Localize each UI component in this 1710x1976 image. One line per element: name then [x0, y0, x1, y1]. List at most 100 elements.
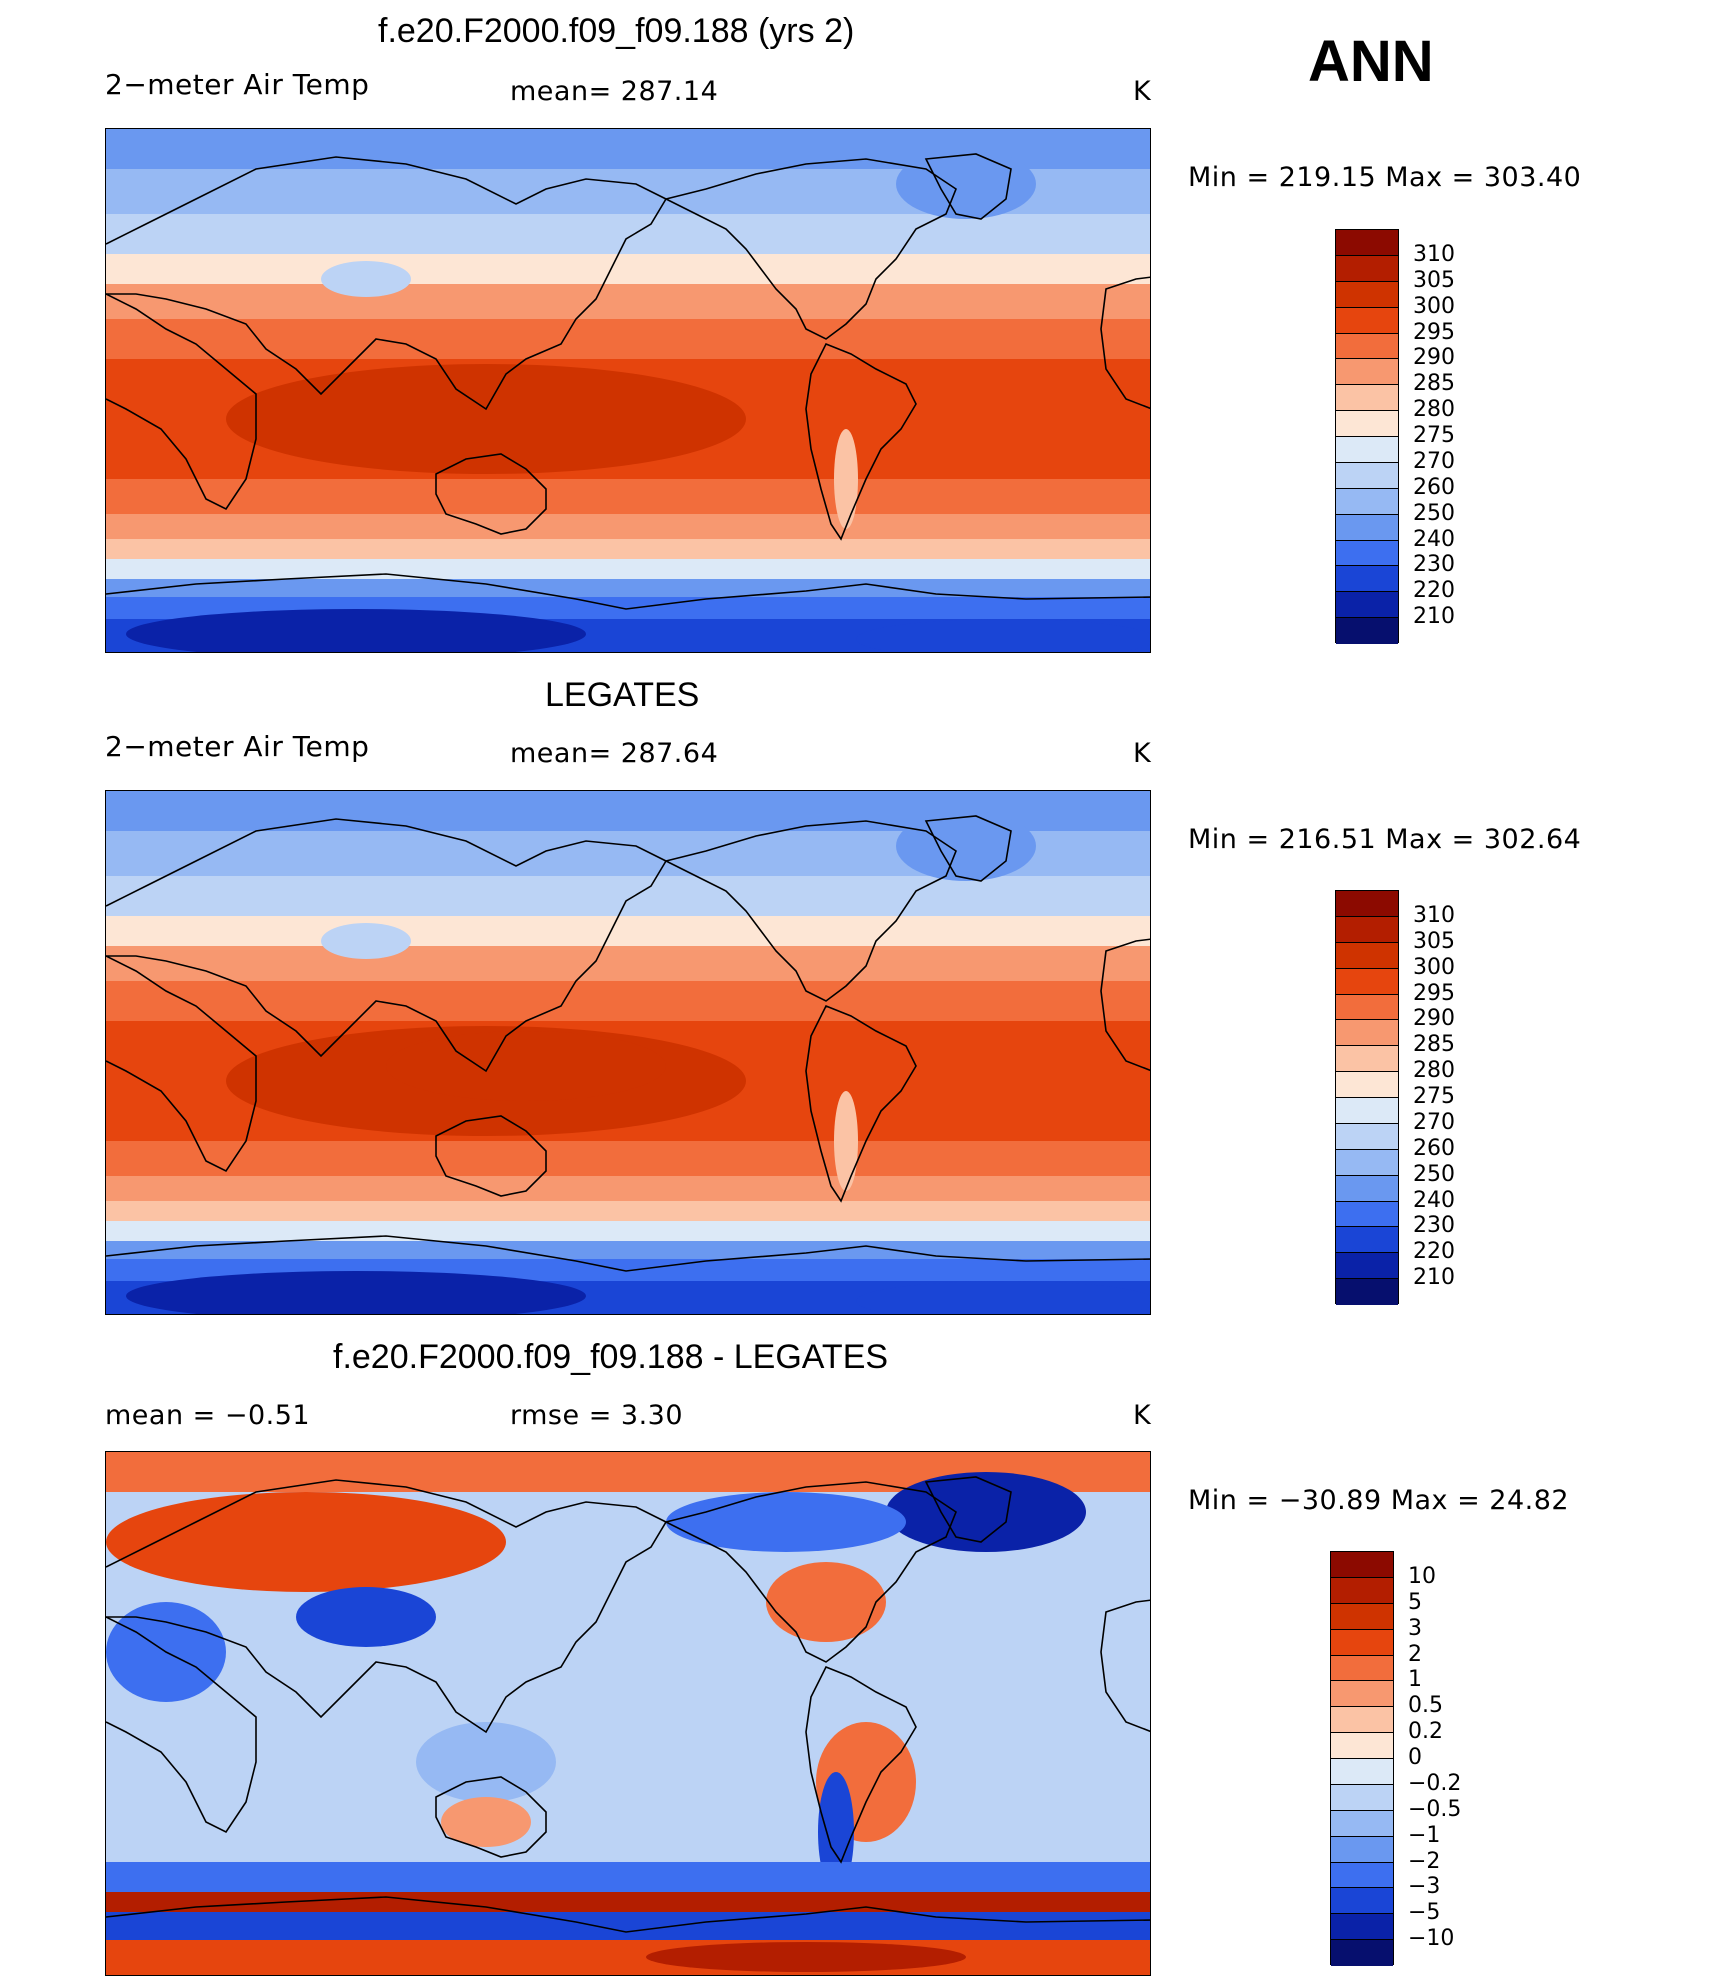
colorbar-swatch: [1336, 488, 1398, 515]
colorbar-tick-label: 260: [1413, 1135, 1455, 1161]
colorbar-tick-label: −5: [1408, 1900, 1441, 1926]
colorbar-tick-label: 310: [1413, 241, 1455, 267]
minmax-obs: Min = 216.51 Max = 302.64: [1188, 824, 1582, 855]
colorbar-swatch: [1336, 281, 1398, 308]
colorbar-swatch: [1336, 618, 1398, 644]
colorbar-tick-label: 220: [1413, 578, 1455, 604]
colorbar-tick-label: 1: [1408, 1667, 1422, 1693]
colorbar-swatch: [1336, 1149, 1398, 1176]
panel-left-label-model: 2−meter Air Temp: [105, 68, 370, 101]
colorbar-tick-label: 260: [1413, 474, 1455, 500]
colorbar-tick-label: 230: [1413, 1213, 1455, 1239]
colorbar-tick-label: 305: [1413, 267, 1455, 293]
minmax-diff: Min = −30.89 Max = 24.82: [1188, 1485, 1570, 1516]
colorbar-tick-label: −1: [1408, 1822, 1441, 1848]
colorbar-tick-label: 0.5: [1408, 1693, 1443, 1719]
colorbar-swatch: [1336, 333, 1398, 360]
panel-units-obs: K: [1133, 738, 1152, 769]
panel-rmse-diff: rmse = 3.30: [510, 1400, 684, 1431]
colorbar-swatch: [1336, 1253, 1398, 1280]
colorbar-tick-label: −0.5: [1408, 1796, 1462, 1822]
colorbar-swatch: [1336, 437, 1398, 463]
colorbar-swatch: [1336, 1175, 1398, 1202]
colorbar-tick-label: 290: [1413, 1006, 1455, 1032]
colorbar-swatch: [1336, 307, 1398, 334]
colorbar-tick-label: 240: [1413, 1187, 1455, 1213]
colorbar-tick-label: 300: [1413, 954, 1455, 980]
colorbar-swatch: [1331, 1759, 1393, 1785]
colorbar-obs: [1335, 890, 1399, 1305]
colorbar-tick-label: 310: [1413, 902, 1455, 928]
colorbar-swatch: [1336, 1098, 1398, 1124]
colorbar-swatch: [1331, 1655, 1393, 1682]
colorbar-tick-label: 270: [1413, 1109, 1455, 1135]
colorbar-swatch: [1336, 411, 1398, 437]
colorbar-tick-label: 250: [1413, 500, 1455, 526]
colorbar-tick-label: 275: [1413, 1084, 1455, 1109]
colorbar-swatch: [1331, 1733, 1393, 1759]
colorbar-tick-label: 2: [1408, 1641, 1422, 1667]
panel-title-model: f.e20.F2000.f09_f09.188 (yrs 2): [378, 12, 855, 50]
colorbar-swatch: [1336, 1123, 1398, 1150]
colorbar-tick-label: 210: [1413, 604, 1455, 630]
colorbar-tick-label: 3: [1408, 1615, 1422, 1641]
colorbar-tick-label: 280: [1413, 397, 1455, 423]
map-model: [105, 128, 1151, 653]
colorbar-tick-label: 280: [1413, 1058, 1455, 1084]
colorbar-swatch: [1336, 255, 1398, 282]
colorbar-swatch: [1336, 359, 1398, 386]
colorbar-swatch: [1336, 994, 1398, 1021]
colorbar-tick-label: 270: [1413, 448, 1455, 474]
colorbar-swatch: [1336, 540, 1398, 567]
colorbar-swatch: [1331, 1836, 1393, 1863]
minmax-model: Min = 219.15 Max = 303.40: [1188, 162, 1582, 193]
colorbar-diff: [1330, 1551, 1394, 1966]
colorbar-swatch: [1331, 1888, 1393, 1915]
colorbar-swatch: [1336, 230, 1398, 256]
colorbar-tick-label: 285: [1413, 1032, 1455, 1058]
panel-mean-obs: mean= 287.64: [510, 738, 719, 769]
colorbar-swatch: [1336, 968, 1398, 995]
colorbar-swatch: [1331, 1914, 1393, 1941]
colorbar-swatch: [1336, 1201, 1398, 1228]
panel-mean-diff: mean = −0.51: [105, 1400, 311, 1431]
colorbar-swatch: [1336, 462, 1398, 489]
colorbar-tick-label: 10: [1408, 1563, 1436, 1589]
colorbar-swatch: [1336, 916, 1398, 943]
colorbar-swatch: [1336, 1046, 1398, 1073]
panel-units-model: K: [1133, 76, 1152, 107]
colorbar-swatch: [1336, 891, 1398, 917]
colorbar-swatch: [1336, 1072, 1398, 1098]
colorbar-swatch: [1336, 1279, 1398, 1305]
colorbar-tick-label: 210: [1413, 1265, 1455, 1291]
colorbar-tick-label: 0: [1408, 1745, 1422, 1770]
colorbar-swatch: [1336, 592, 1398, 619]
colorbar-swatch: [1331, 1940, 1393, 1966]
colorbar-tick-label: 305: [1413, 928, 1455, 954]
colorbar-swatch: [1331, 1629, 1393, 1656]
panel-left-label-obs: 2−meter Air Temp: [105, 730, 370, 763]
map-diff: [105, 1451, 1151, 1976]
colorbar-tick-label: 220: [1413, 1239, 1455, 1265]
colorbar-swatch: [1331, 1681, 1393, 1708]
colorbar-tick-label: 250: [1413, 1161, 1455, 1187]
colorbar-swatch: [1336, 514, 1398, 541]
colorbar-swatch: [1331, 1603, 1393, 1630]
panel-title-obs: LEGATES: [545, 676, 700, 714]
colorbar-tick-label: −10: [1408, 1926, 1455, 1952]
colorbar-swatch: [1331, 1784, 1393, 1811]
map-obs: [105, 790, 1151, 1315]
colorbar-tick-label: 0.2: [1408, 1719, 1443, 1745]
colorbar-tick-label: 240: [1413, 526, 1455, 552]
colorbar-tick-label: −3: [1408, 1874, 1441, 1900]
colorbar-tick-label: 290: [1413, 345, 1455, 371]
colorbar-tick-label: 230: [1413, 552, 1455, 578]
colorbar-tick-label: 275: [1413, 423, 1455, 448]
colorbar-swatch: [1331, 1552, 1393, 1578]
colorbar-swatch: [1331, 1577, 1393, 1604]
colorbar-tick-label: 285: [1413, 371, 1455, 397]
colorbar-swatch: [1331, 1707, 1393, 1734]
colorbar-tick-label: −2: [1408, 1848, 1441, 1874]
colorbar-tick-label: 300: [1413, 293, 1455, 319]
colorbar-tick-label: 5: [1408, 1589, 1422, 1615]
